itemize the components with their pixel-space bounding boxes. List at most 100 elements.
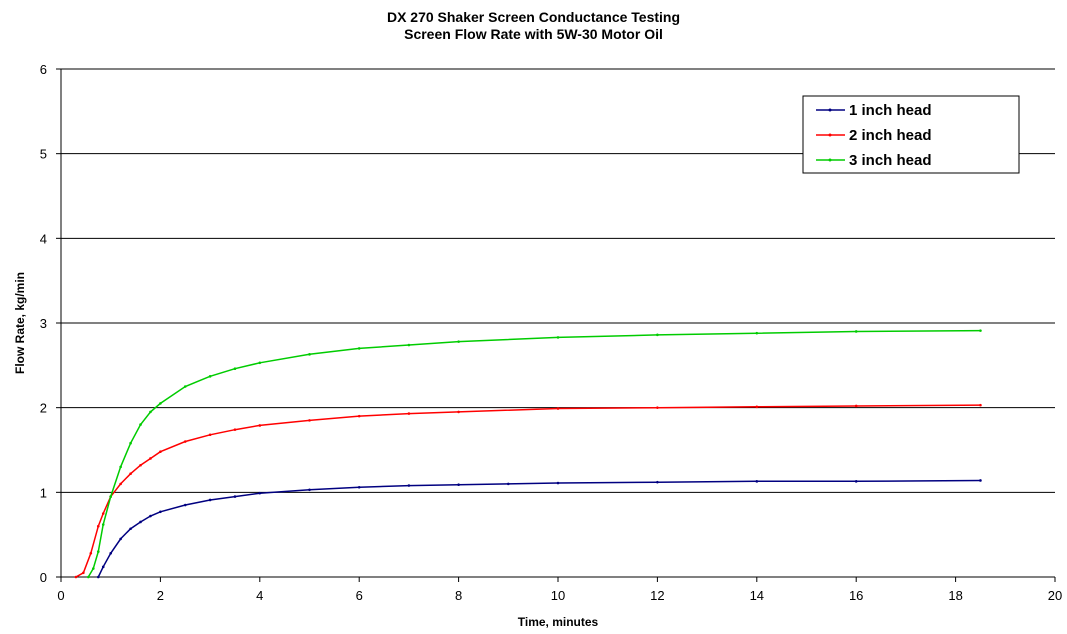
series-line-1 [75, 404, 981, 578]
y-tick-label-0: 0 [40, 570, 47, 585]
series-line-0 [97, 479, 981, 578]
data-point-2-14 [308, 353, 311, 356]
y-tick-label-4: 4 [40, 231, 47, 246]
data-point-2-5 [119, 465, 122, 469]
y-tick-label-6: 6 [40, 62, 47, 77]
data-point-1-19 [556, 407, 560, 410]
series-lines [74, 329, 982, 579]
data-point-1-8 [139, 463, 142, 467]
data-point-0-18 [656, 480, 659, 484]
data-point-0-11 [258, 491, 262, 495]
data-point-0-0 [96, 575, 100, 579]
legend-marker-1 [828, 133, 832, 137]
legend-marker-2 [828, 158, 832, 162]
x-tick-label-3: 6 [356, 588, 363, 603]
data-point-1-0 [74, 575, 78, 579]
data-point-0-15 [457, 483, 460, 487]
data-point-1-7 [129, 472, 132, 476]
x-axis-label: Time, minutes [518, 615, 599, 629]
data-point-2-11 [208, 375, 212, 378]
data-point-2-16 [407, 343, 411, 347]
data-point-2-19 [656, 333, 659, 337]
data-point-0-17 [556, 481, 560, 485]
data-point-2-20 [755, 331, 759, 335]
x-tick-label-1: 2 [157, 588, 164, 603]
data-point-2-9 [159, 402, 162, 405]
data-point-1-21 [755, 405, 759, 409]
legend-marker-0 [828, 108, 832, 112]
data-point-0-6 [149, 514, 152, 518]
data-point-1-4 [101, 512, 105, 515]
series-line-2 [87, 329, 981, 578]
data-point-0-19 [755, 480, 759, 483]
data-point-0-3 [119, 537, 122, 541]
x-tick-label-4: 8 [455, 588, 462, 603]
chart-subtitle: Screen Flow Rate with 5W-30 Motor Oil [404, 26, 663, 42]
y-tick-label-3: 3 [40, 316, 47, 331]
data-point-2-2 [96, 550, 100, 553]
data-point-0-14 [407, 484, 411, 487]
data-point-1-22 [854, 404, 858, 408]
data-point-2-8 [149, 410, 152, 414]
data-point-0-1 [101, 565, 105, 569]
data-point-0-10 [233, 495, 237, 498]
legend: 1 inch head 2 inch head 3 inch head [802, 95, 1020, 174]
data-point-2-17 [457, 340, 460, 343]
data-point-1-20 [656, 406, 659, 409]
data-point-0-21 [979, 479, 982, 482]
x-tick-label-7: 14 [750, 588, 764, 603]
data-point-2-12 [233, 367, 237, 371]
data-point-0-7 [159, 510, 162, 514]
data-point-0-20 [854, 480, 858, 483]
data-point-0-12 [308, 488, 311, 492]
data-point-2-18 [556, 336, 560, 339]
x-tick-label-8: 16 [849, 588, 863, 603]
y-tick-label-1: 1 [40, 485, 47, 500]
data-point-2-22 [979, 329, 982, 332]
x-tick-label-0: 0 [57, 588, 64, 603]
legend-label-2: 3 inch head [849, 152, 932, 169]
data-point-1-23 [979, 403, 982, 407]
data-point-0-9 [208, 498, 212, 502]
data-point-2-15 [357, 347, 361, 350]
data-point-2-0 [87, 575, 90, 579]
x-tick-label-5: 10 [551, 588, 565, 603]
data-point-1-15 [308, 419, 311, 422]
y-tick-label-5: 5 [40, 147, 47, 162]
data-point-1-13 [233, 428, 237, 431]
data-point-1-2 [89, 551, 93, 555]
data-point-1-12 [208, 433, 212, 437]
data-point-1-3 [96, 524, 100, 528]
data-point-2-13 [258, 361, 262, 365]
data-point-0-16 [507, 482, 510, 486]
data-point-2-6 [129, 441, 132, 445]
data-point-1-10 [159, 450, 162, 453]
x-tick-label-6: 12 [650, 588, 664, 603]
data-point-2-4 [109, 495, 112, 498]
y-tick-label-2: 2 [40, 401, 47, 416]
data-point-1-14 [258, 424, 262, 427]
data-point-1-9 [149, 457, 152, 460]
data-point-2-10 [183, 385, 187, 388]
data-point-2-21 [854, 330, 858, 333]
data-point-1-16 [357, 414, 361, 418]
data-point-0-4 [129, 527, 132, 531]
data-point-0-8 [183, 503, 187, 507]
data-point-0-13 [357, 485, 361, 489]
data-point-1-11 [183, 440, 187, 443]
data-point-0-2 [109, 551, 112, 555]
y-axis-label: Flow Rate, kg/min [13, 272, 27, 374]
gridlines [61, 68, 1055, 493]
legend-label-0: 1 inch head [849, 102, 932, 119]
chart-title: DX 270 Shaker Screen Conductance Testing [386, 9, 681, 25]
data-point-2-3 [101, 523, 105, 526]
data-point-0-5 [139, 520, 142, 524]
x-tick-label-9: 18 [948, 588, 962, 603]
data-point-2-7 [139, 423, 142, 426]
data-point-1-17 [407, 412, 411, 415]
x-tick-label-2: 4 [256, 588, 263, 603]
data-point-1-18 [457, 410, 460, 414]
data-point-2-1 [92, 567, 95, 570]
